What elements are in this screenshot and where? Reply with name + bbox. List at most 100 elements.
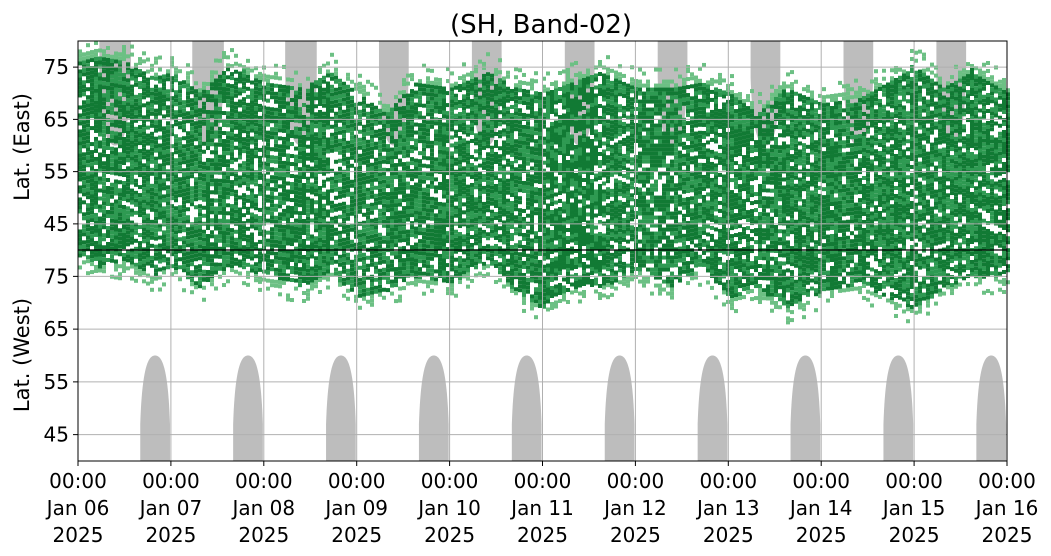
- activity-cell: [310, 122, 314, 126]
- activity-cell: [378, 257, 382, 261]
- activity-cell: [134, 211, 138, 215]
- activity-cell: [366, 240, 370, 244]
- activity-cell: [426, 120, 430, 124]
- activity-cell: [358, 114, 362, 118]
- activity-cell: [82, 176, 86, 180]
- activity-cell: [286, 181, 290, 185]
- activity-cell: [282, 101, 286, 105]
- activity-cell: [86, 71, 90, 75]
- activity-cell: [422, 260, 426, 264]
- activity-cell: [266, 99, 270, 103]
- activity-cell: [378, 133, 382, 137]
- activity-cell: [218, 219, 222, 223]
- activity-cell: [322, 124, 326, 128]
- activity-cell: [122, 245, 126, 249]
- activity-cell: [150, 228, 154, 232]
- activity-cell: [306, 229, 310, 233]
- activity-cell: [342, 246, 346, 250]
- activity-cell: [390, 180, 394, 184]
- activity-cell: [506, 127, 510, 131]
- activity-cell: [298, 83, 302, 87]
- activity-cell: [354, 159, 358, 163]
- activity-cell: [402, 106, 406, 110]
- activity-cell: [174, 198, 178, 202]
- activity-cell: [498, 70, 502, 74]
- activity-cell: [142, 139, 146, 143]
- activity-cell: [234, 270, 238, 274]
- activity-cell: [278, 164, 282, 168]
- activity-cell: [322, 80, 326, 84]
- activity-cell: [154, 209, 158, 213]
- activity-cell: [482, 118, 486, 122]
- activity-cell: [214, 83, 218, 87]
- activity-cell: [174, 166, 178, 170]
- activity-cell: [514, 147, 518, 151]
- activity-cell: [358, 74, 362, 78]
- activity-cell: [326, 285, 330, 289]
- activity-cell: [518, 244, 522, 248]
- activity-cell: [438, 226, 442, 230]
- activity-cell: [490, 126, 494, 130]
- activity-cell: [290, 162, 294, 166]
- activity-cell: [462, 270, 466, 274]
- activity-cell: [166, 245, 170, 249]
- activity-cell: [454, 106, 458, 110]
- activity-cell: [98, 228, 102, 232]
- activity-cell: [378, 117, 382, 121]
- activity-cell: [510, 193, 514, 197]
- activity-cell: [326, 209, 330, 213]
- activity-cell: [426, 272, 430, 276]
- activity-cell: [490, 130, 494, 134]
- activity-cell: [202, 270, 206, 274]
- activity-cell: [270, 95, 274, 99]
- activity-cell: [454, 142, 458, 146]
- activity-cell: [86, 207, 90, 211]
- activity-cell: [246, 243, 250, 247]
- activity-cell: [458, 180, 462, 184]
- activity-cell: [166, 209, 170, 213]
- activity-cell: [178, 149, 182, 153]
- activity-cell: [362, 245, 366, 249]
- activity-cell: [106, 46, 110, 50]
- activity-cell: [86, 127, 90, 131]
- activity-cell: [422, 212, 426, 216]
- activity-cell: [314, 148, 318, 152]
- activity-cell: [110, 159, 114, 163]
- activity-cell: [370, 183, 374, 187]
- activity-cell: [418, 207, 422, 211]
- activity-cell: [306, 197, 310, 201]
- activity-cell: [346, 205, 350, 209]
- activity-cell: [298, 107, 302, 111]
- activity-cell: [134, 111, 138, 115]
- activity-cell: [502, 272, 506, 276]
- activity-cell: [314, 260, 318, 264]
- activity-cell: [186, 83, 190, 87]
- activity-cell: [314, 244, 318, 248]
- activity-cell: [290, 230, 294, 234]
- activity-cell: [298, 175, 302, 179]
- activity-cell: [206, 190, 210, 194]
- activity-cell: [310, 94, 314, 98]
- activity-cell: [130, 177, 134, 181]
- activity-cell: [438, 218, 442, 222]
- activity-cell: [222, 71, 226, 75]
- activity-cell: [398, 151, 402, 155]
- activity-cell: [354, 271, 358, 275]
- activity-cell: [90, 110, 94, 114]
- activity-cell: [506, 87, 510, 91]
- activity-cell: [98, 232, 102, 236]
- activity-cell: [318, 82, 322, 86]
- activity-cell: [346, 145, 350, 149]
- activity-cell: [530, 134, 534, 138]
- activity-cell: [506, 259, 510, 263]
- activity-cell: [310, 254, 314, 258]
- activity-cell: [306, 277, 310, 281]
- activity-cell: [222, 95, 226, 99]
- activity-cell: [530, 294, 534, 298]
- activity-cell: [122, 241, 126, 245]
- activity-cell: [462, 182, 466, 186]
- activity-cell: [374, 146, 378, 150]
- activity-cell: [218, 187, 222, 191]
- activity-cell: [78, 237, 82, 241]
- activity-cell: [482, 174, 486, 178]
